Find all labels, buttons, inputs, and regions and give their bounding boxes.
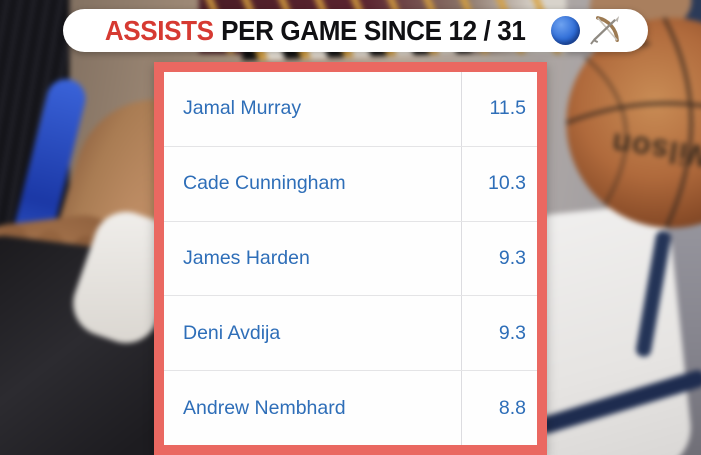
headline-rest: PER GAME SINCE 12 / 31 [221,14,526,46]
player-name: James Harden [183,246,310,269]
player-value: 10.3 [461,146,537,221]
player-name: Andrew Nembhard [183,396,346,419]
player-name: Cade Cunningham [183,172,346,195]
headline-highlight: ASSISTS [105,14,214,46]
table-row: Cade Cunningham 10.3 [164,145,537,221]
player-value: 8.8 [461,371,537,445]
player-name: Deni Avdija [183,321,281,344]
player-value: 11.5 [461,72,537,146]
blue-circle-emoji [550,16,580,45]
assists-table: Jamal Murray 11.5 Cade Cunningham 10.3 J… [154,62,547,455]
player-value: 9.3 [461,296,537,371]
bow-and-arrow-emoji [589,15,619,45]
headline-text: ASSISTS PER GAME SINCE 12 / 31 [105,15,526,47]
headline-banner: ASSISTS PER GAME SINCE 12 / 31 [63,9,648,52]
ball-seam [662,17,693,229]
table-row: Andrew Nembhard 8.8 [164,370,537,445]
ball-seam [583,55,628,206]
ball-seam [565,101,701,125]
player-value: 9.3 [461,221,537,296]
table-row: James Harden 9.3 [164,220,537,296]
table-row: Jamal Murray 11.5 [164,72,537,146]
player-name: Jamal Murray [183,97,302,120]
table-row: Deni Avdija 9.3 [164,295,537,371]
